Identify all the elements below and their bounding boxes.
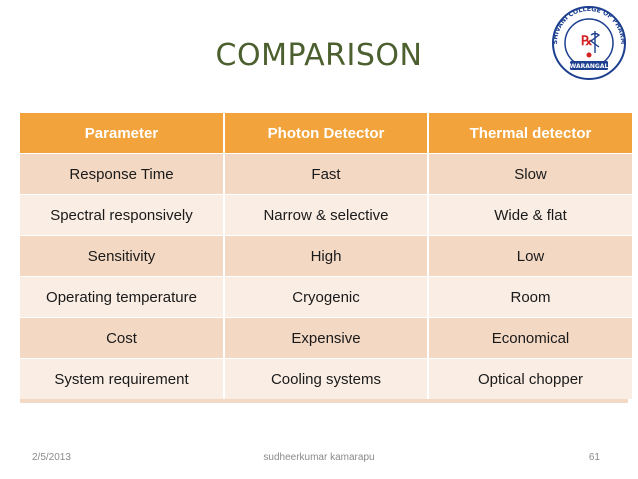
- footer-date: 2/5/2013: [32, 452, 71, 463]
- table-cell: Cost: [20, 317, 225, 359]
- table-cell: Slow: [428, 153, 632, 195]
- comparison-table: Parameter Photon Detector Thermal detect…: [20, 113, 632, 399]
- comparison-table-container: Parameter Photon Detector Thermal detect…: [20, 113, 632, 403]
- table-row: System requirement Cooling systems Optic…: [20, 358, 632, 399]
- table-cell: System requirement: [20, 358, 225, 399]
- header-photon-detector: Photon Detector: [224, 113, 429, 154]
- slide-title: COMPARISON: [215, 38, 423, 73]
- table-row: Operating temperature Cryogenic Room: [20, 276, 632, 318]
- footer-author: sudheerkumar kamarapu: [263, 452, 375, 463]
- table-cell: Narrow & selective: [224, 194, 429, 236]
- table-cell: Expensive: [224, 317, 429, 359]
- table-cell: Spectral responsively: [20, 194, 225, 236]
- table-row: Cost Expensive Economical: [20, 317, 632, 359]
- table-cell: Cryogenic: [224, 276, 429, 318]
- table-cell: Fast: [224, 153, 429, 195]
- header-thermal-detector: Thermal detector: [428, 113, 632, 154]
- table-cell: Sensitivity: [20, 235, 225, 277]
- table-row: Response Time Fast Slow: [20, 153, 632, 195]
- table-cell: High: [224, 235, 429, 277]
- table-row: Spectral responsively Narrow & selective…: [20, 194, 632, 236]
- svg-text:℞: ℞: [581, 34, 593, 49]
- table-cell: Wide & flat: [428, 194, 632, 236]
- table-cell: Cooling systems: [224, 358, 429, 399]
- table-header-row: Parameter Photon Detector Thermal detect…: [20, 113, 632, 154]
- svg-text:WARANGAL: WARANGAL: [570, 63, 609, 70]
- table-row: Sensitivity High Low: [20, 235, 632, 277]
- table-cell: Economical: [428, 317, 632, 359]
- college-logo: SRI SHIVANI COLLEGE OF PHARMACY WARANGAL…: [542, 0, 633, 81]
- footer-page-number: 61: [588, 452, 600, 463]
- table-cell: Low: [428, 235, 632, 277]
- table-cell: Operating temperature: [20, 276, 225, 318]
- header-parameter: Parameter: [20, 113, 225, 154]
- college-seal-icon: SRI SHIVANI COLLEGE OF PHARMACY WARANGAL…: [542, 0, 626, 80]
- table-cell: Response Time: [20, 153, 225, 195]
- table-cell: Optical chopper: [428, 358, 632, 399]
- table-cell: Room: [428, 276, 632, 318]
